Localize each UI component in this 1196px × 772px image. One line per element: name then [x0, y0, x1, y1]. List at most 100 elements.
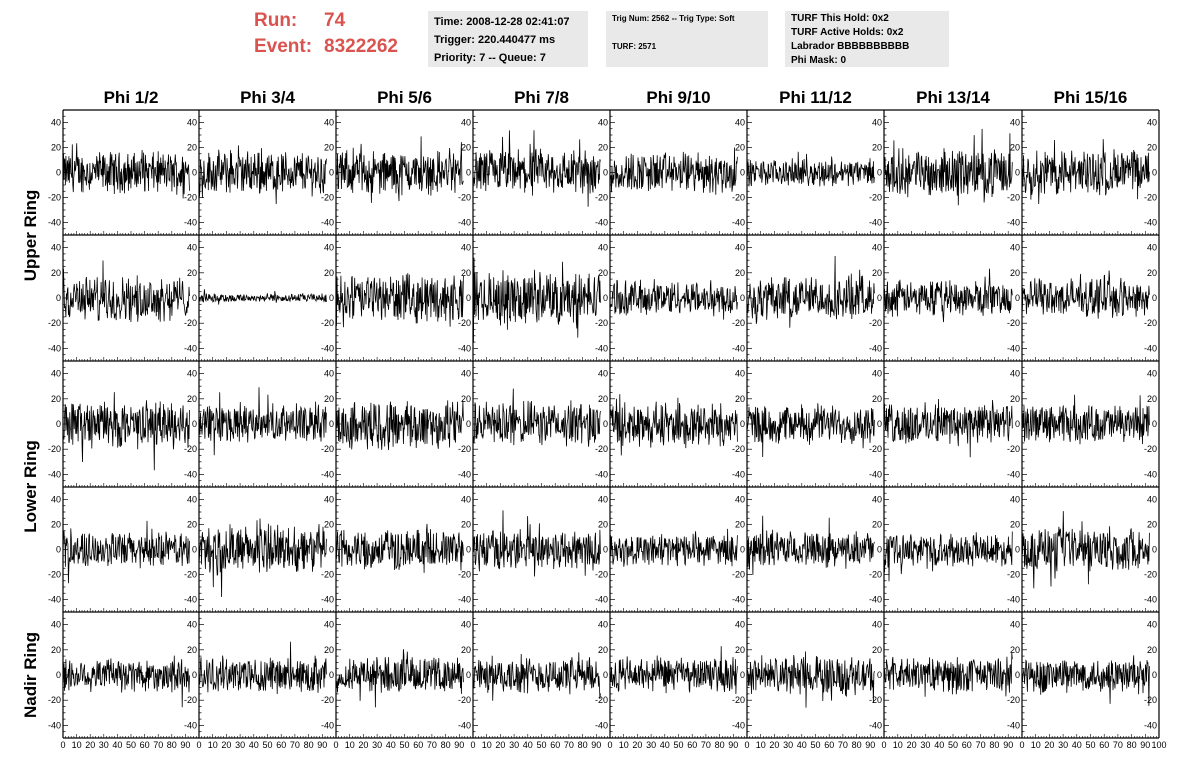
x-tick-label: 10 [72, 740, 82, 750]
x-tick-label: 10 [893, 740, 903, 750]
ring-title: Lower Ring [21, 440, 40, 533]
y-tick-label: -40 [595, 218, 608, 228]
turf-active-holds-text: TURF Active Holds: 0x2 [791, 27, 904, 38]
x-tick-label: 40 [249, 740, 259, 750]
y-tick-label: -40 [1144, 469, 1157, 479]
y-tick-label: -20 [184, 318, 197, 328]
y-tick-label: 40 [598, 243, 608, 253]
y-tick-label: -20 [1144, 318, 1157, 328]
y-tick-label: -40 [48, 595, 61, 605]
y-tick-label: 20 [1147, 268, 1157, 278]
waveform-trace [883, 398, 1013, 458]
x-tick-label: 50 [948, 740, 958, 750]
waveform-trace [198, 145, 327, 205]
y-tick-label: -40 [732, 218, 745, 228]
y-tick-label: 40 [324, 495, 334, 505]
y-tick-label: -40 [595, 343, 608, 353]
x-tick-label: 80 [304, 740, 314, 750]
y-tick-label: 40 [187, 369, 197, 379]
y-tick-label: -40 [48, 469, 61, 479]
y-tick-label: -40 [184, 595, 197, 605]
y-tick-label: 40 [51, 118, 61, 128]
y-tick-label: 0 [192, 419, 197, 429]
y-tick-label: 20 [324, 520, 334, 530]
y-tick-label: 20 [187, 268, 197, 278]
y-tick-label: 20 [598, 645, 608, 655]
y-tick-label: 40 [872, 118, 882, 128]
x-tick-label: 60 [687, 740, 697, 750]
y-tick-label: 0 [56, 293, 61, 303]
x-tick-label: 10 [1031, 740, 1041, 750]
x-tick-label: 60 [824, 740, 834, 750]
y-tick-label: 40 [324, 620, 334, 630]
x-tick-label: 0 [1019, 740, 1024, 750]
y-tick-label: 40 [1147, 243, 1157, 253]
y-tick-label: 40 [598, 118, 608, 128]
y-tick-label: 0 [1015, 670, 1020, 680]
y-tick-label: -20 [1144, 444, 1157, 454]
waveform-trace [1021, 394, 1150, 445]
y-tick-label: 0 [603, 293, 608, 303]
x-tick-label: 60 [276, 740, 286, 750]
y-tick-label: 20 [461, 645, 471, 655]
y-tick-label: 20 [461, 143, 471, 153]
column-title: Phi 13/14 [916, 88, 990, 107]
y-tick-label: -20 [48, 318, 61, 328]
waveform-trace [1021, 655, 1150, 706]
x-tick-label: 70 [427, 740, 437, 750]
y-tick-label: 0 [192, 168, 197, 178]
x-tick-label: 20 [632, 740, 642, 750]
y-tick-label: 20 [598, 143, 608, 153]
y-tick-label: 20 [51, 394, 61, 404]
waveform-trace [62, 392, 190, 471]
x-tick-label: 50 [262, 740, 272, 750]
waveform-trace [335, 649, 464, 708]
y-tick-label: 20 [324, 394, 334, 404]
x-tick-label: 30 [372, 740, 382, 750]
y-tick-label: -40 [48, 343, 61, 353]
waveform-trace [746, 651, 875, 708]
x-tick-label: 0 [470, 740, 475, 750]
y-tick-label: -40 [595, 469, 608, 479]
y-tick-label: 40 [735, 620, 745, 630]
y-tick-label: 0 [466, 293, 471, 303]
waveform-trace [62, 143, 190, 199]
waveform-trace [335, 136, 464, 203]
y-tick-label: 20 [187, 143, 197, 153]
y-tick-label: 40 [735, 243, 745, 253]
y-tick-label: 0 [603, 419, 608, 429]
y-tick-label: -20 [732, 444, 745, 454]
x-tick-label: 0 [607, 740, 612, 750]
y-tick-label: -40 [732, 720, 745, 730]
x-tick-label: 70 [976, 740, 986, 750]
waveform-trace [335, 523, 464, 573]
waveform-trace [609, 279, 738, 320]
y-tick-label: -40 [869, 218, 882, 228]
waveform-trace [746, 151, 875, 187]
y-tick-label: 0 [740, 419, 745, 429]
y-tick-label: -20 [595, 444, 608, 454]
y-tick-label: 40 [1147, 369, 1157, 379]
y-tick-label: 0 [56, 670, 61, 680]
y-tick-label: 40 [187, 620, 197, 630]
x-tick-label: 30 [1058, 740, 1068, 750]
y-tick-label: -40 [321, 218, 334, 228]
run-value: 74 [324, 10, 346, 31]
x-tick-label: 20 [85, 740, 95, 750]
y-tick-label: 0 [603, 545, 608, 555]
y-tick-label: -20 [48, 193, 61, 203]
y-tick-label: -40 [184, 469, 197, 479]
event-value: 8322262 [324, 36, 398, 57]
y-tick-label: 0 [466, 419, 471, 429]
x-tick-label: 80 [715, 740, 725, 750]
waveform-trace [883, 128, 1013, 206]
x-tick-label: 90 [1003, 740, 1013, 750]
y-tick-label: 40 [187, 243, 197, 253]
y-tick-label: -20 [732, 193, 745, 203]
y-tick-label: -20 [458, 695, 471, 705]
trigger-text: Trigger: 220.440477 ms [434, 34, 556, 46]
x-tick-label: 20 [907, 740, 917, 750]
x-tick-label: 80 [989, 740, 999, 750]
x-tick-label: 30 [235, 740, 245, 750]
waveform-trace [472, 652, 601, 701]
